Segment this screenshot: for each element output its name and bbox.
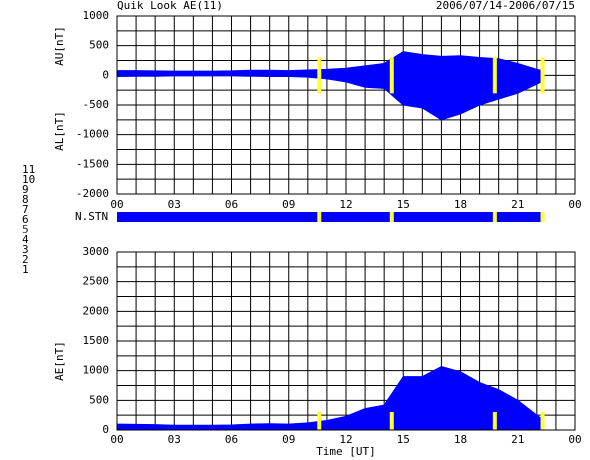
y-tick-label: 500 xyxy=(89,39,109,52)
y-tick-label: -1000 xyxy=(76,128,109,141)
y-axis-label: AL[nT] xyxy=(53,111,66,151)
y-tick-label: 3000 xyxy=(83,245,110,258)
x-tick-label: 21 xyxy=(511,198,524,211)
station-legend: 7 xyxy=(22,203,29,216)
x-tick-label: 21 xyxy=(511,433,524,446)
x-tick-label: 09 xyxy=(282,198,295,211)
missing-mark xyxy=(389,57,394,94)
series-line xyxy=(116,365,543,426)
station-legend: 8 xyxy=(22,193,29,206)
y-tick-label: 0 xyxy=(102,68,109,81)
area-fill xyxy=(117,75,543,120)
station-legend: 3 xyxy=(22,243,29,256)
x-tick-label: 03 xyxy=(168,198,181,211)
y-tick-label: 2500 xyxy=(83,275,110,288)
station-legend: 11 xyxy=(22,163,35,176)
y-axis-label: AE[nT] xyxy=(53,341,66,381)
x-tick-label: 09 xyxy=(282,433,295,446)
y-axis-label: AU[nT] xyxy=(53,26,66,66)
station-legend: 6 xyxy=(22,213,29,226)
x-tick-label: 00 xyxy=(110,198,123,211)
missing-mark xyxy=(540,212,545,222)
x-tick-label: 06 xyxy=(225,433,238,446)
chart-title: Quik Look AE(11) xyxy=(117,0,223,12)
missing-mark xyxy=(317,212,322,222)
station-legend: 9 xyxy=(22,183,29,196)
x-tick-label: 00 xyxy=(568,433,581,446)
y-tick-label: -1500 xyxy=(76,157,109,170)
x-tick-label: 00 xyxy=(110,433,123,446)
station-legend: 2 xyxy=(22,253,29,266)
station-legend: 4 xyxy=(22,233,29,246)
missing-mark xyxy=(540,412,545,430)
y-tick-label: -500 xyxy=(83,98,110,111)
x-tick-label: 06 xyxy=(225,198,238,211)
area-fill xyxy=(117,366,543,430)
x-tick-label: 18 xyxy=(454,198,467,211)
station-legend: 5 xyxy=(22,223,29,236)
y-tick-label: 1500 xyxy=(83,334,110,347)
y-tick-label: 1000 xyxy=(83,9,110,22)
missing-mark xyxy=(540,57,545,94)
series-line xyxy=(116,75,543,121)
chart-subtitle: 2006/07/14-2006/07/15 xyxy=(436,0,575,12)
series-line xyxy=(117,51,543,72)
y-tick-label: 1000 xyxy=(83,364,110,377)
y-tick-label: 2000 xyxy=(83,304,110,317)
x-tick-label: 12 xyxy=(339,433,352,446)
x-tick-label: 15 xyxy=(397,198,410,211)
plot-frame xyxy=(116,15,576,195)
strip-label: N.STN xyxy=(75,210,108,223)
x-tick-label: 15 xyxy=(397,433,410,446)
missing-mark xyxy=(492,57,497,94)
missing-mark xyxy=(389,412,394,430)
station-legend: 10 xyxy=(22,173,35,186)
x-tick-label: 12 xyxy=(339,198,352,211)
x-tick-label: 00 xyxy=(568,198,581,211)
station-legend: 1 xyxy=(22,263,29,276)
area-fill xyxy=(117,51,543,76)
missing-mark xyxy=(389,212,394,222)
station-strip xyxy=(117,212,543,222)
y-tick-label: 500 xyxy=(89,393,109,406)
plot-frame xyxy=(116,251,576,431)
y-tick-label: 0 xyxy=(102,423,109,436)
x-tick-label: 03 xyxy=(168,433,181,446)
x-axis-label: Time [UT] xyxy=(316,445,376,458)
missing-mark xyxy=(492,412,497,430)
x-tick-label: 18 xyxy=(454,433,467,446)
y-tick-label: -2000 xyxy=(76,187,109,200)
missing-mark xyxy=(317,57,322,94)
missing-mark xyxy=(317,412,322,430)
missing-mark xyxy=(492,212,497,222)
